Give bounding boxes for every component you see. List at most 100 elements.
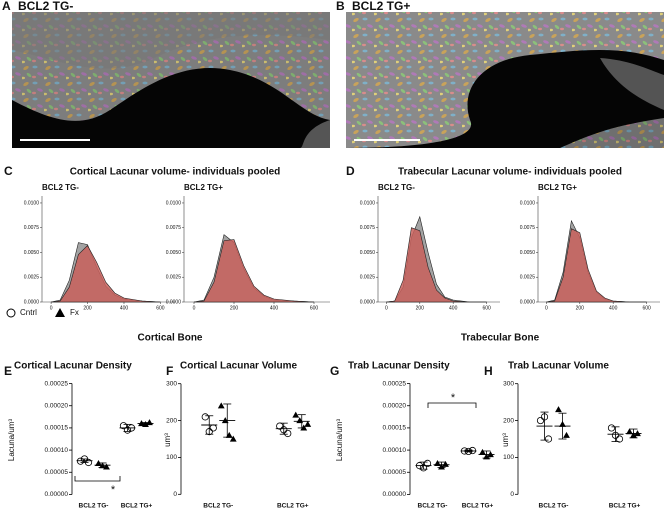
x-tick-label: 0	[50, 305, 53, 311]
y-tick-label: 0.00005	[45, 469, 69, 476]
y-tick-label: 0.0050	[520, 250, 536, 256]
data-point	[442, 460, 449, 467]
y-tick-label: 0.0075	[166, 225, 182, 231]
y-tick-label: 300	[166, 380, 177, 387]
y-tick-label: 0.00005	[383, 469, 407, 476]
y-tick-label: 0.0050	[166, 250, 182, 256]
significance-label: *	[111, 484, 116, 496]
significance-label: *	[451, 392, 456, 404]
image-a	[12, 12, 330, 148]
group-label: Trabecular Bone	[461, 333, 540, 344]
x-tick-label: BCL2 TG-	[418, 503, 448, 510]
panel-label: C	[4, 164, 13, 178]
data-point	[119, 422, 128, 430]
x-tick-label: 400	[270, 305, 279, 311]
data-point	[607, 424, 616, 432]
x-tick-label: 200	[230, 305, 239, 311]
subplot-title: BCL2 TG-	[42, 183, 79, 192]
x-tick-label: 600	[156, 305, 165, 311]
y-tick-label: 200	[166, 417, 177, 424]
legend-label: Fx	[70, 308, 79, 317]
y-tick-label: 0.0100	[24, 200, 40, 206]
y-tick-label: 0.00000	[45, 491, 69, 498]
data-point	[201, 413, 209, 421]
y-tick-label: 0.00000	[383, 491, 407, 498]
chart-title: Trab Lacunar Volume	[508, 361, 609, 372]
panel-label: H	[484, 364, 493, 378]
x-tick-label: BCL2 TG+	[609, 503, 641, 510]
x-tick-label: 200	[576, 305, 585, 311]
legend-marker	[55, 308, 65, 317]
x-tick-label: 400	[609, 305, 618, 311]
x-tick-label: 0	[385, 305, 388, 311]
y-tick-label: 0.0050	[24, 250, 40, 256]
y-tick-label: 0.0000	[520, 299, 536, 305]
data-point	[544, 435, 553, 443]
y-tick-label: 0.0100	[360, 200, 376, 206]
legend-marker	[6, 308, 16, 318]
y-tick-label: 0.0000	[166, 299, 182, 305]
y-tick-label: 0.0050	[360, 250, 376, 256]
data-point	[229, 435, 237, 442]
panel-label: A	[2, 0, 11, 13]
data-point	[626, 428, 633, 435]
y-axis-label: Lacuna/um³	[7, 419, 16, 462]
panel-label: G	[330, 364, 339, 378]
x-tick-label: 200	[83, 305, 92, 311]
data-point	[284, 429, 292, 438]
x-tick-label: BCL2 TG-	[79, 503, 109, 510]
x-tick-label: 200	[416, 305, 425, 311]
data-point	[536, 416, 545, 425]
density-area	[193, 239, 315, 303]
x-tick-label: 0	[193, 305, 196, 311]
image-title: BCL2 TG-	[18, 0, 73, 13]
y-tick-label: 0.00015	[45, 425, 69, 432]
x-tick-label: BCL2 TG-	[539, 503, 569, 510]
panel-label: D	[346, 164, 355, 178]
y-tick-label: 0.00025	[45, 380, 69, 387]
y-tick-label: 0.00010	[45, 447, 69, 454]
y-tick-label: 0.0075	[24, 225, 40, 231]
data-point	[103, 463, 110, 470]
group-label: Cortical Bone	[137, 333, 202, 344]
legend-label: Cntrl	[20, 308, 37, 317]
y-tick-label: 300	[503, 380, 514, 387]
y-tick-label: 0.00025	[383, 380, 407, 387]
y-tick-label: 0.00010	[383, 447, 407, 454]
density-area	[386, 227, 487, 303]
data-point	[217, 402, 225, 409]
x-tick-label: 600	[642, 305, 651, 311]
panel-label: F	[166, 364, 173, 378]
panel-label: B	[336, 0, 345, 13]
significance-bracket	[74, 476, 121, 482]
x-tick-label: BCL2 TG+	[462, 503, 494, 510]
y-tick-label: 0.00015	[383, 425, 407, 432]
y-tick-label: 200	[503, 417, 514, 424]
subplot-title: BCL2 TG-	[378, 183, 415, 192]
subplot-title: BCL2 TG+	[184, 183, 223, 192]
data-point	[615, 435, 624, 443]
x-tick-label: 400	[120, 305, 129, 311]
chart-title: Trabecular Lacunar volume- individuals p…	[398, 167, 622, 178]
data-point	[479, 448, 486, 455]
significance-bracket	[427, 402, 477, 408]
data-point	[555, 406, 562, 413]
y-axis-label: Lacuna/um³	[335, 419, 344, 462]
x-tick-label: 600	[482, 305, 491, 311]
density-area	[51, 245, 161, 303]
y-tick-label: 0.00020	[45, 402, 69, 409]
y-tick-label: 0.0075	[360, 225, 376, 231]
y-tick-label: 0	[510, 491, 514, 498]
x-tick-label: 400	[449, 305, 458, 311]
x-tick-label: BCL2 TG+	[277, 503, 309, 510]
image-b	[346, 12, 664, 148]
subplot-title: BCL2 TG+	[538, 183, 577, 192]
y-axis-label: um³	[501, 433, 510, 447]
data-point	[292, 411, 300, 418]
y-tick-label: 0.0025	[360, 275, 376, 281]
data-point	[423, 459, 432, 467]
density-area	[546, 228, 647, 303]
chart-title: Cortical Lacunar Volume	[180, 361, 298, 372]
